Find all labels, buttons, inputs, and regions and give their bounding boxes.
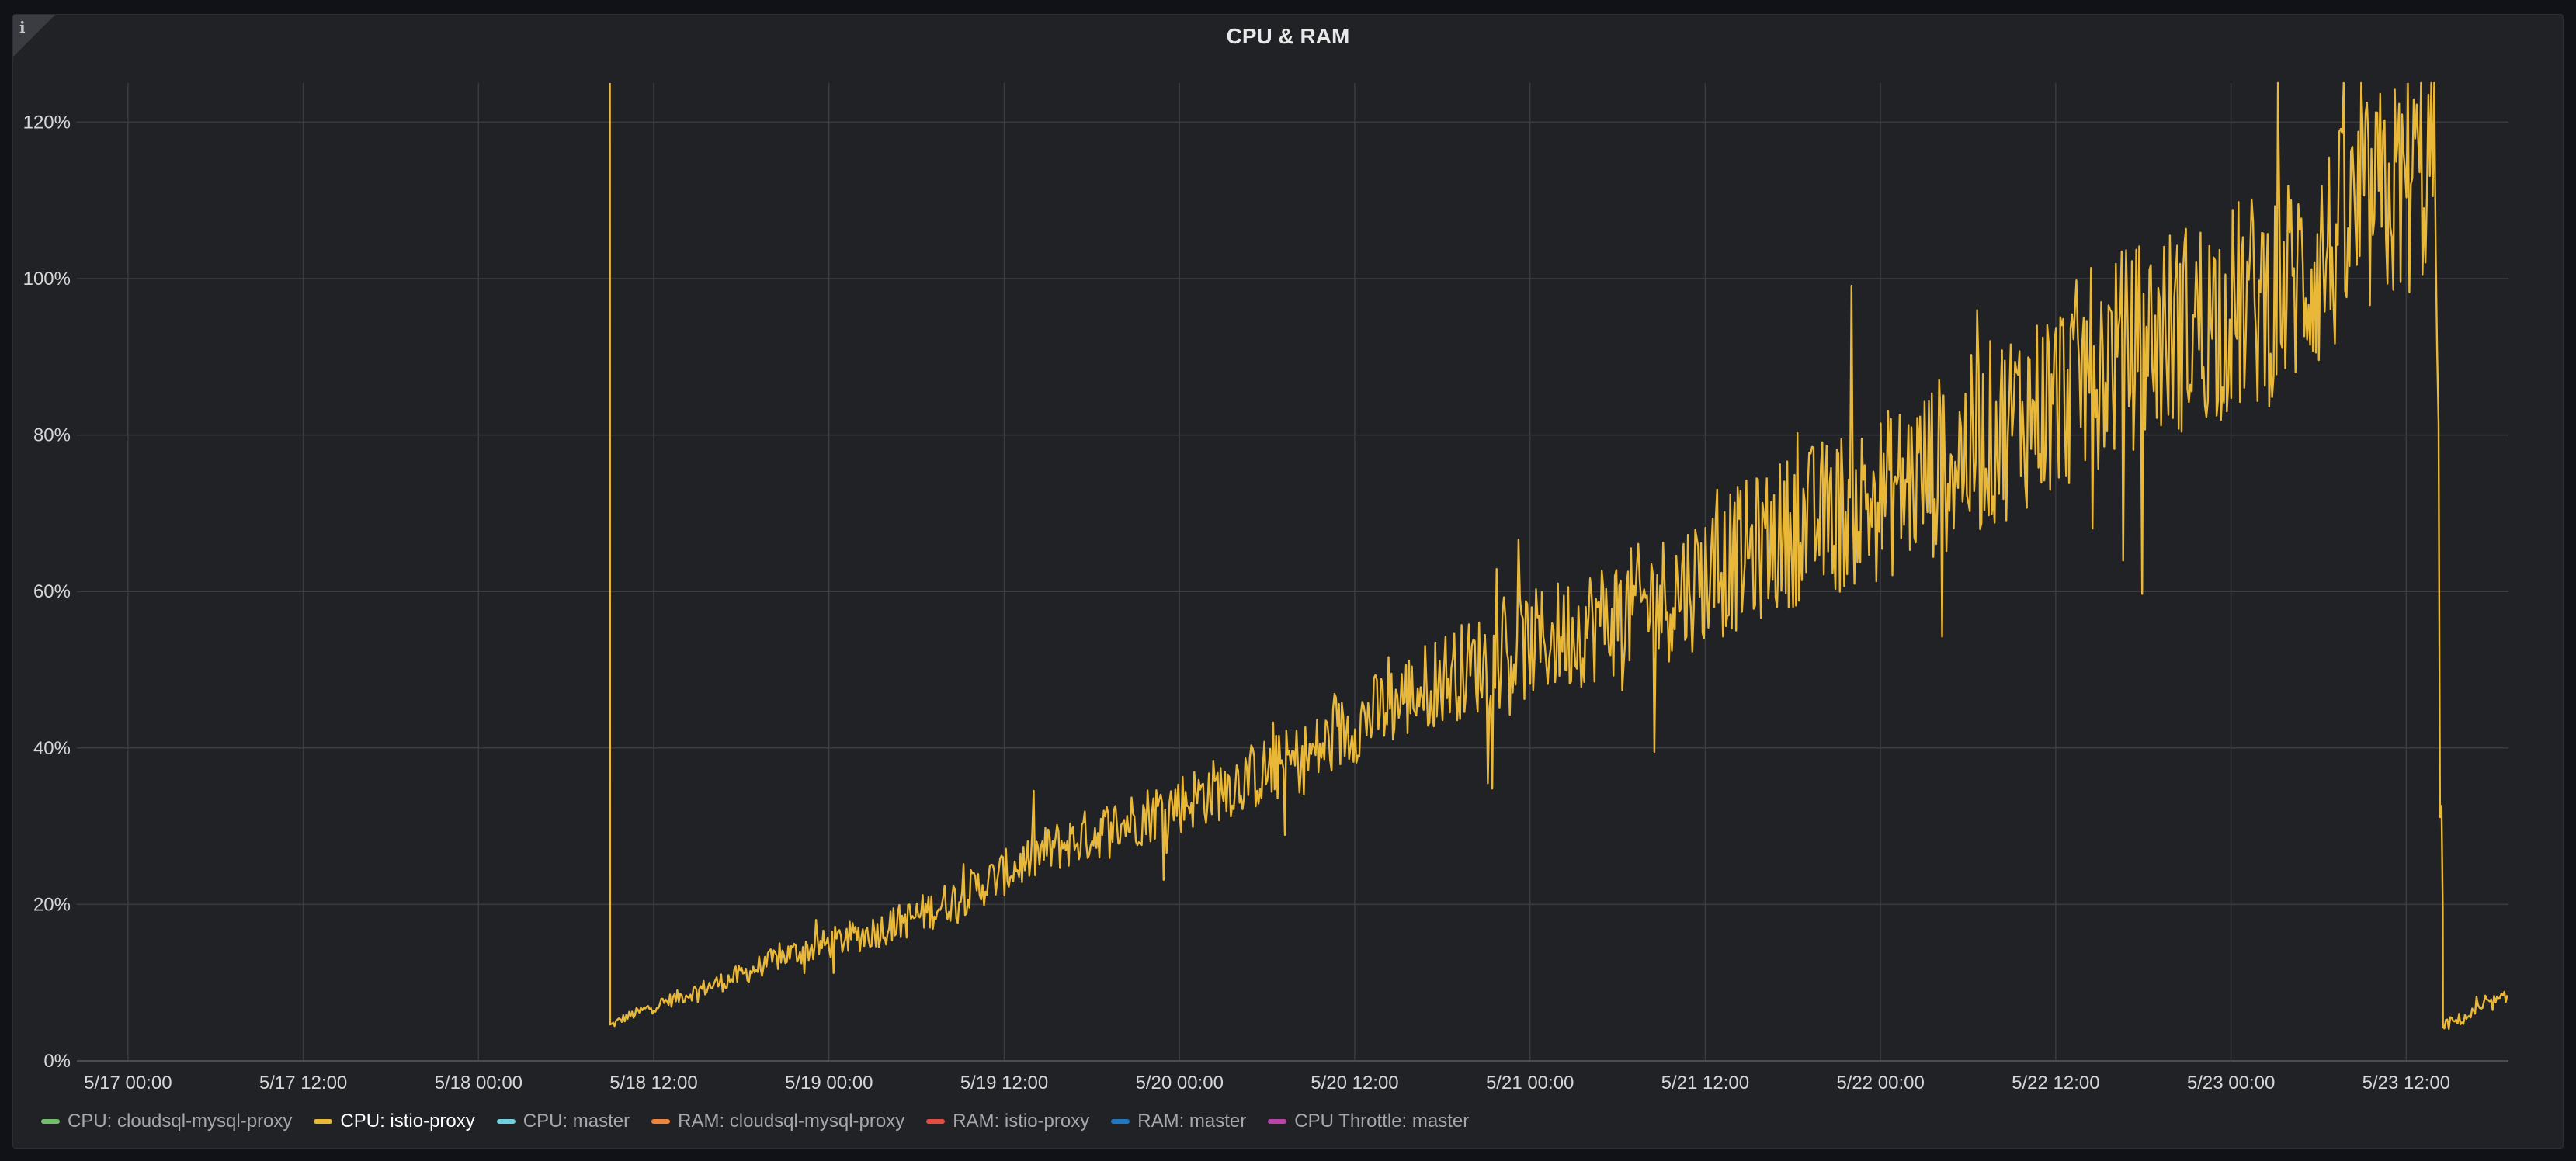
y-tick-label: 60% [33,581,71,602]
x-tick-label: 5/21 12:00 [1661,1073,1749,1093]
legend-label: CPU: istio-proxy [340,1111,475,1132]
panel-info-corner[interactable] [13,15,55,57]
y-tick-label: 100% [23,269,71,289]
y-tick-label: 20% [33,894,71,915]
y-tick-label: 40% [33,738,71,759]
legend-swatch [314,1119,333,1124]
legend-swatch [1111,1119,1130,1124]
x-tick-label: 5/17 12:00 [259,1073,347,1093]
legend-swatch [1268,1119,1287,1124]
legend-label: RAM: istio-proxy [953,1111,1090,1132]
legend-item[interactable]: CPU: istio-proxy [314,1111,475,1132]
legend-swatch [926,1119,946,1124]
legend-item[interactable]: RAM: master [1111,1111,1246,1132]
x-tick-label: 5/23 12:00 [2362,1073,2450,1093]
chart-grid [77,83,2508,1062]
x-axis-ticks: 5/17 00:00 5/17 12:00 5/18 00:00 5/18 12:00… [84,1073,2450,1093]
legend-swatch [496,1119,516,1124]
x-tick-label: 5/19 12:00 [960,1073,1048,1093]
legend-swatch [41,1119,60,1124]
legend-label: CPU: cloudsql-mysql-proxy [68,1111,293,1132]
x-tick-label: 5/18 00:00 [435,1073,522,1093]
x-tick-label: 5/21 00:00 [1486,1073,1574,1093]
chart-legend: CPU: cloudsql-mysql-proxy CPU: istio-prox… [41,1111,1469,1132]
legend-label: RAM: cloudsql-mysql-proxy [678,1111,905,1132]
x-tick-label: 5/20 00:00 [1135,1073,1223,1093]
y-tick-label: 0% [43,1051,71,1072]
info-icon[interactable]: i [19,18,26,36]
x-tick-label: 5/19 00:00 [785,1073,873,1093]
chart-panel: i CPU & RAM 0% 20% 40% 60% 80% 100% 120% 5/17 … [12,14,2564,1149]
panel-title[interactable]: CPU & RAM [1226,24,1350,48]
y-tick-label: 120% [23,112,71,133]
legend-label: CPU Throttle: master [1294,1111,1470,1132]
cpu-ram-chart[interactable]: 0% 20% 40% 60% 80% 100% 120% 5/17 00:00 5/17 12… [13,15,2564,1101]
legend-item[interactable]: CPU Throttle: master [1268,1111,1469,1132]
legend-label: CPU: master [522,1111,630,1132]
x-tick-label: 5/20 12:00 [1311,1073,1398,1093]
y-tick-label: 80% [33,425,71,446]
series-line-istio-proxy[interactable] [609,81,2508,1030]
x-tick-label: 5/18 12:00 [609,1073,697,1093]
chart-series [609,81,2508,1030]
legend-swatch [651,1119,671,1124]
y-axis-ticks: 0% 20% 40% 60% 80% 100% 120% [23,112,71,1072]
x-tick-label: 5/23 00:00 [2187,1073,2275,1093]
legend-item[interactable]: RAM: cloudsql-mysql-proxy [651,1111,904,1132]
x-tick-label: 5/17 00:00 [84,1073,172,1093]
x-tick-label: 5/22 00:00 [1836,1073,1924,1093]
legend-label: RAM: master [1137,1111,1247,1132]
legend-item[interactable]: CPU: master [496,1111,630,1132]
x-tick-label: 5/22 12:00 [2012,1073,2099,1093]
legend-item[interactable]: RAM: istio-proxy [926,1111,1089,1132]
legend-item[interactable]: CPU: cloudsql-mysql-proxy [41,1111,292,1132]
